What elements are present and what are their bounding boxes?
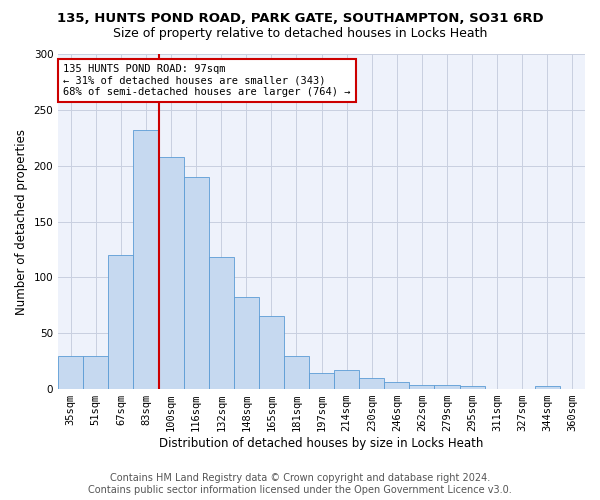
Text: Size of property relative to detached houses in Locks Heath: Size of property relative to detached ho…: [113, 28, 487, 40]
Text: 135, HUNTS POND ROAD, PARK GATE, SOUTHAMPTON, SO31 6RD: 135, HUNTS POND ROAD, PARK GATE, SOUTHAM…: [56, 12, 544, 26]
Bar: [58, 356, 83, 389]
Bar: [409, 384, 434, 389]
Bar: [133, 130, 158, 389]
Bar: [259, 316, 284, 389]
Text: Contains HM Land Registry data © Crown copyright and database right 2024.
Contai: Contains HM Land Registry data © Crown c…: [88, 474, 512, 495]
Bar: [109, 255, 133, 389]
Text: 135 HUNTS POND ROAD: 97sqm
← 31% of detached houses are smaller (343)
68% of sem: 135 HUNTS POND ROAD: 97sqm ← 31% of deta…: [64, 64, 351, 98]
Bar: [184, 177, 209, 389]
X-axis label: Distribution of detached houses by size in Locks Heath: Distribution of detached houses by size …: [160, 437, 484, 450]
Bar: [334, 370, 359, 389]
Bar: [158, 157, 184, 389]
Bar: [209, 258, 234, 389]
Bar: [460, 386, 485, 389]
Bar: [385, 382, 409, 389]
Bar: [309, 374, 334, 389]
Bar: [359, 378, 385, 389]
Bar: [83, 356, 109, 389]
Bar: [284, 356, 309, 389]
Bar: [234, 298, 259, 389]
Y-axis label: Number of detached properties: Number of detached properties: [15, 128, 28, 314]
Bar: [535, 386, 560, 389]
Bar: [434, 384, 460, 389]
